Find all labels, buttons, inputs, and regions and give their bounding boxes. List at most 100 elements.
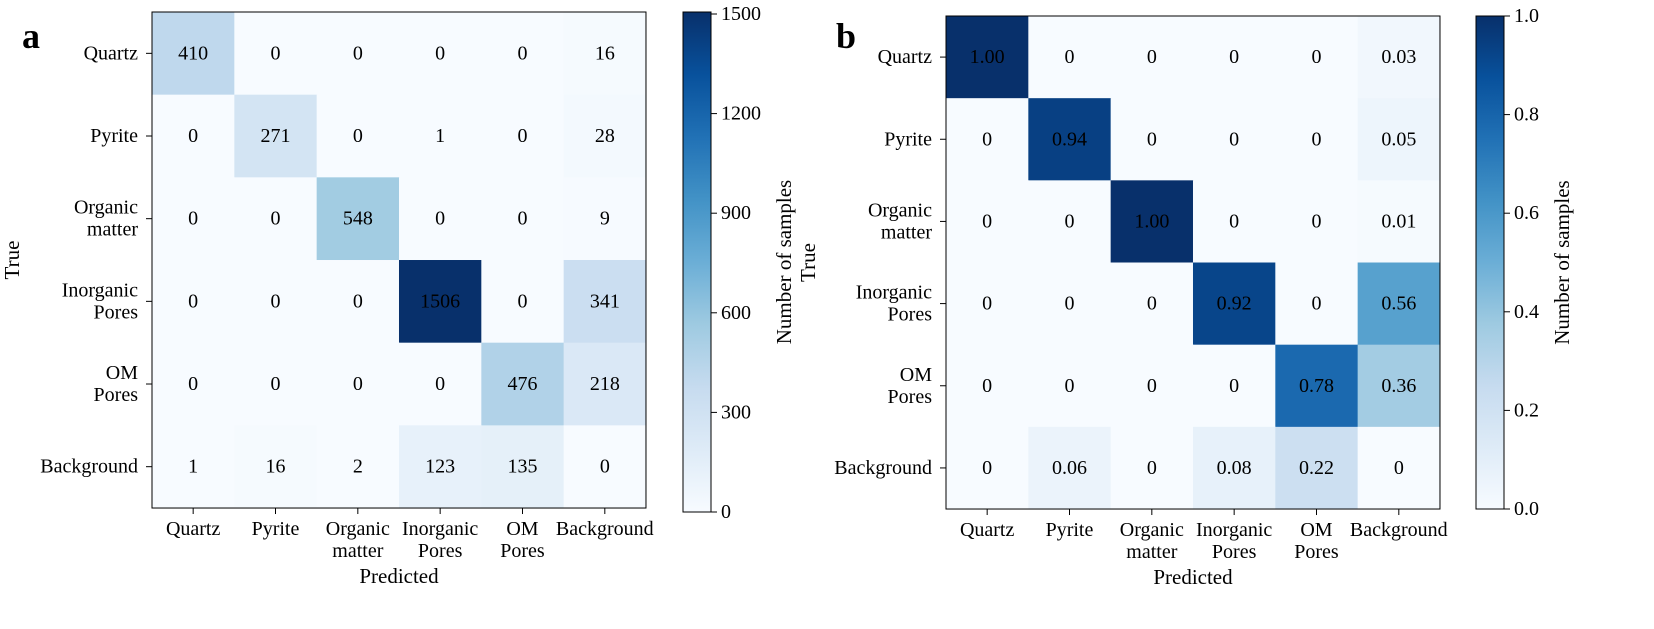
cell-value-label: 0 [517, 290, 527, 312]
x-tick-label: Inorganic [1196, 519, 1272, 541]
cell-value-label: 0 [435, 208, 445, 230]
cell-value-label: 0.08 [1217, 457, 1252, 479]
heatmap-cell [316, 12, 400, 96]
y-tick-label: OM [900, 364, 932, 386]
cell-value-label: 1.00 [970, 46, 1005, 68]
heatmap-cell [234, 260, 318, 344]
colorbar-label: Number of samples [772, 180, 796, 344]
heatmap-cell [152, 425, 235, 509]
y-tick-label: OM [106, 362, 138, 384]
cell-value-label: 0 [1064, 375, 1074, 397]
heatmap-cell [1357, 344, 1441, 428]
y-tick-label: Pyrite [90, 125, 138, 147]
heatmap-cell [1110, 344, 1194, 428]
cell-value-label: 1.00 [1134, 210, 1169, 232]
heatmap-cell [398, 94, 482, 178]
y-tick-label: Pores [888, 304, 933, 326]
y-tick-label: Pores [94, 384, 139, 406]
colorbar-tick-label: 0.2 [1514, 399, 1539, 421]
heatmap-frame [945, 15, 1441, 510]
heatmap-cell [1028, 16, 1112, 99]
heatmap-cell [398, 260, 482, 344]
cell-value-label: 0 [1229, 46, 1239, 68]
cell-value-label: 0 [600, 456, 610, 478]
x-tick-label: Pyrite [252, 518, 300, 540]
cell-value-label: 0 [1311, 46, 1321, 68]
cell-value-label: 548 [343, 208, 373, 230]
heatmap-cell [316, 260, 400, 344]
heatmap-cell [1275, 262, 1359, 346]
colorbar [682, 11, 712, 513]
heatmap-cell [234, 342, 318, 426]
heatmap-cell [1357, 426, 1441, 510]
cell-value-label: 0 [188, 290, 198, 312]
colorbar-tick-label: 1.0 [1514, 5, 1539, 27]
cell-value-label: 2 [353, 456, 363, 478]
heatmap-cell [398, 12, 482, 96]
heatmap-cell [946, 344, 1029, 428]
y-axis-label: True [0, 241, 24, 280]
cell-value-label: 1506 [420, 290, 460, 312]
cell-value-label: 0 [435, 42, 445, 64]
y-tick-label: Organic [868, 199, 932, 221]
cell-value-label: 0 [1064, 210, 1074, 232]
cell-value-label: 410 [178, 42, 208, 64]
x-tick-label: Quartz [960, 519, 1015, 541]
heatmap-cell [563, 177, 647, 261]
heatmap-cell [152, 260, 235, 344]
cell-value-label: 0 [1064, 293, 1074, 315]
cell-value-label: 0 [1311, 210, 1321, 232]
heatmap-cell [1357, 262, 1441, 346]
cell-value-label: 0.05 [1381, 128, 1416, 150]
heatmap-cell [1028, 262, 1112, 346]
cell-value-label: 0 [1147, 46, 1157, 68]
cell-value-label: 0 [517, 125, 527, 147]
cell-value-label: 28 [595, 125, 615, 147]
heatmap-cell [1192, 262, 1276, 346]
cell-value-label: 0 [982, 210, 992, 232]
colorbar-tick-label: 300 [721, 401, 751, 423]
y-tick-label: Background [40, 456, 138, 478]
heatmap-cell [1028, 344, 1112, 428]
heatmap-cell [1357, 180, 1441, 264]
cell-value-label: 0 [982, 457, 992, 479]
cell-value-label: 0 [1229, 375, 1239, 397]
cell-value-label: 0 [1147, 128, 1157, 150]
y-tick-label: Inorganic [62, 279, 138, 301]
x-tick-label: Organic [1120, 519, 1184, 541]
y-tick-label: matter [881, 221, 932, 243]
cell-value-label: 0.78 [1299, 375, 1334, 397]
x-tick-label: Background [556, 518, 654, 540]
heatmap-cell [563, 425, 647, 509]
x-tick-label: Pores [500, 540, 545, 562]
cell-value-label: 0.36 [1381, 375, 1416, 397]
y-tick-label: Pyrite [884, 128, 932, 150]
heatmap-cell [152, 342, 235, 426]
cell-value-label: 0 [435, 373, 445, 395]
cell-value-label: 0.22 [1299, 457, 1334, 479]
heatmap-cell [1357, 98, 1441, 181]
colorbar-tick-label: 0.8 [1514, 104, 1539, 126]
heatmap-cell [481, 425, 565, 509]
cell-value-label: 0 [353, 125, 363, 147]
x-tick-label: OM [506, 518, 538, 540]
cell-value-label: 0 [353, 42, 363, 64]
colorbar-tick-label: 0.0 [1514, 498, 1539, 520]
cell-value-label: 1 [188, 456, 198, 478]
cell-value-label: 0 [982, 128, 992, 150]
cell-value-label: 0 [188, 373, 198, 395]
heatmap-cell [1110, 262, 1194, 346]
panel-letter: b [836, 16, 856, 56]
heatmap-cell [398, 177, 482, 261]
cell-value-label: 0 [1311, 293, 1321, 315]
heatmap-cell [152, 12, 235, 96]
x-tick-label: Inorganic [402, 518, 478, 540]
heatmap-cell [946, 262, 1029, 346]
cell-value-label: 0 [1229, 128, 1239, 150]
cell-value-label: 218 [590, 373, 620, 395]
heatmap-cell [563, 94, 647, 178]
cell-value-label: 0 [517, 208, 527, 230]
cell-value-label: 0 [270, 208, 280, 230]
colorbar-tick-label: 0.6 [1514, 202, 1539, 224]
